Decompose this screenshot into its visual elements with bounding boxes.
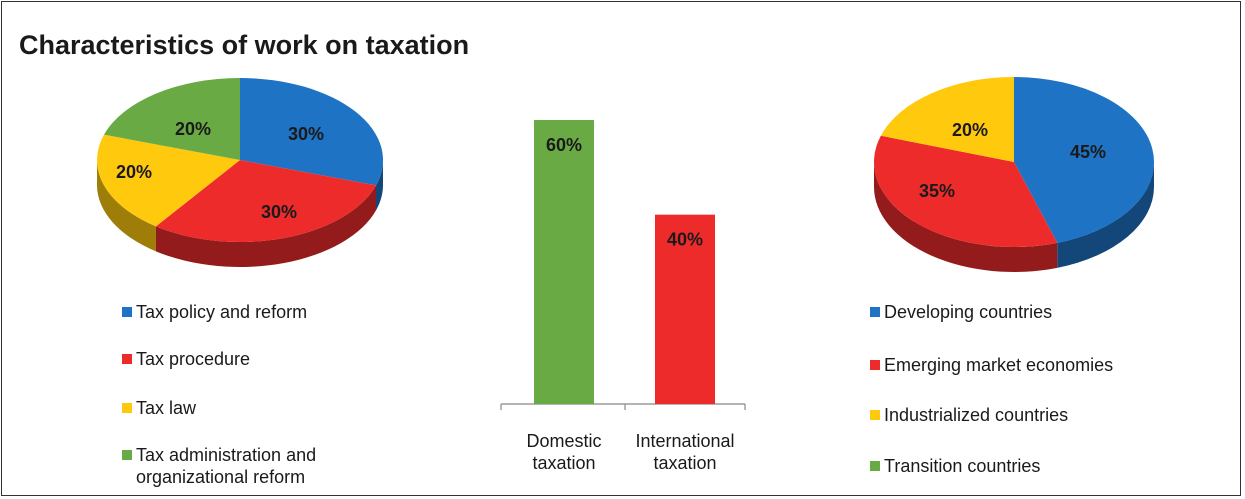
left-slice-tax-administration-and-organizational-reform: [103, 78, 240, 160]
legend-item-industrialized-countries: Industrialized countries: [870, 404, 1068, 426]
bar-category-label-international: International taxation: [635, 431, 735, 473]
left-slice-tax-policy-and-reform: [240, 78, 383, 186]
legend-swatch: [122, 450, 132, 460]
right-pie: 45% 35% 20%: [874, 77, 1154, 272]
right-slice-industrialized-countries: [880, 77, 1014, 162]
chart-title: Characteristics of work on taxation: [19, 30, 470, 60]
legend-item-tax-administration-and-organizational-reform: Tax administration and organizational ref…: [122, 444, 316, 488]
left-slice-tax-procedure: [155, 160, 377, 242]
legend-swatch: [870, 360, 880, 370]
legend-label: Industrialized countries: [884, 405, 1069, 425]
legend-label: Developing countries: [884, 302, 1053, 322]
legend-swatch: [122, 403, 132, 413]
legend-item-tax-law: Tax law: [122, 397, 196, 419]
right-data-label-developing-countries: 45%: [1070, 142, 1106, 162]
left-side-tax-procedure: [155, 185, 377, 267]
left-data-label-tax-administration-and-organizational-reform: 20%: [175, 119, 211, 139]
legend-label: Tax procedure: [136, 349, 251, 369]
left-slice-tax-law: [96, 134, 240, 227]
left-side-tax-policy-and-reform: [376, 160, 383, 211]
legend-item-tax-procedure: Tax procedure: [122, 348, 250, 370]
legend-item-emerging-market-economies: Emerging market economies: [870, 354, 1113, 376]
left-data-label-tax-policy-and-reform: 30%: [288, 124, 324, 144]
right-slice-emerging-market-economies: [874, 135, 1058, 247]
bar-data-label-international-taxation: 40%: [667, 230, 703, 250]
bar-domestic-taxation: [534, 120, 594, 404]
left-pie: 30% 30% 20% 20%: [96, 78, 383, 267]
bar-chart: 60% 40%: [500, 120, 746, 410]
right-data-label-industrialized-countries: 20%: [952, 120, 988, 140]
legend-label: Emerging market economies: [884, 355, 1114, 375]
legend-swatch: [870, 461, 880, 471]
legend-swatch: [122, 307, 132, 317]
left-side-tax-law: [97, 160, 156, 252]
right-side-developing-countries: [1057, 162, 1154, 268]
legend-item-developing-countries: Developing countries: [870, 301, 1052, 323]
legend-label: Tax policy and reform: [136, 302, 308, 322]
right-side-emerging-market-economies: [874, 162, 1058, 272]
legend-swatch: [870, 307, 880, 317]
left-data-label-tax-procedure: 30%: [261, 202, 297, 222]
legend-label: Transition countries: [884, 456, 1041, 476]
right-data-label-emerging-market-economies: 35%: [919, 181, 955, 201]
legend-swatch: [122, 354, 132, 364]
legend-label: Tax law: [136, 398, 197, 418]
left-data-label-tax-law: 20%: [116, 162, 152, 182]
right-slice-developing-countries: [1014, 77, 1154, 243]
legend-label: Tax administration and organizational ref…: [136, 445, 317, 487]
legend-swatch: [870, 410, 880, 420]
legend-item-tax-policy-and-reform: Tax policy and reform: [122, 301, 307, 323]
bar-category-label-domestic: Domestic taxation: [526, 431, 602, 473]
bar-international-taxation: [655, 214, 715, 404]
legend-item-transition-countries: Transition countries: [870, 455, 1040, 477]
bar-data-label-domestic-taxation: 60%: [546, 135, 582, 155]
